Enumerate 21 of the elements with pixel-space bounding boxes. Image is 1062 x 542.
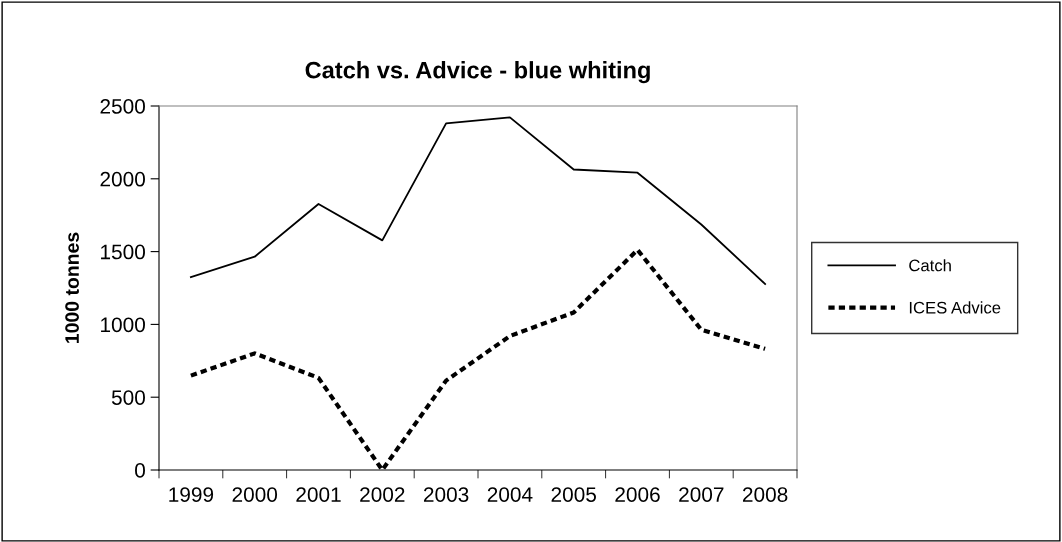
legend-label: Catch bbox=[909, 259, 951, 272]
x-tick-label: 2002 bbox=[360, 487, 405, 502]
x-tick-label: 2005 bbox=[551, 487, 596, 502]
y-axis-title: 1000 tonnes bbox=[65, 232, 79, 343]
line-series bbox=[189, 116, 767, 285]
y-tick-label: 2500 bbox=[100, 99, 145, 114]
x-tick-label: 2003 bbox=[423, 487, 469, 502]
x-tick-label: 2008 bbox=[742, 487, 788, 502]
x-tick-label: 2000 bbox=[232, 487, 278, 502]
chart-title: Catch vs. Advice - blue whiting bbox=[305, 61, 650, 84]
y-tick-label: 1500 bbox=[101, 244, 145, 260]
x-tick-label: 2006 bbox=[615, 487, 660, 502]
legend-label: ICES Advice bbox=[909, 301, 1001, 314]
y-tick-label: 0 bbox=[135, 463, 145, 478]
y-tick-label: 2000 bbox=[100, 171, 145, 187]
y-tick-label: 1000 bbox=[101, 317, 145, 333]
y-tick-label: 500 bbox=[111, 390, 145, 405]
x-tick-label: 2001 bbox=[296, 487, 341, 502]
x-tick-label: 2007 bbox=[679, 487, 724, 502]
x-tick-label: 1999 bbox=[169, 487, 214, 502]
x-tick-label: 2004 bbox=[487, 487, 533, 502]
